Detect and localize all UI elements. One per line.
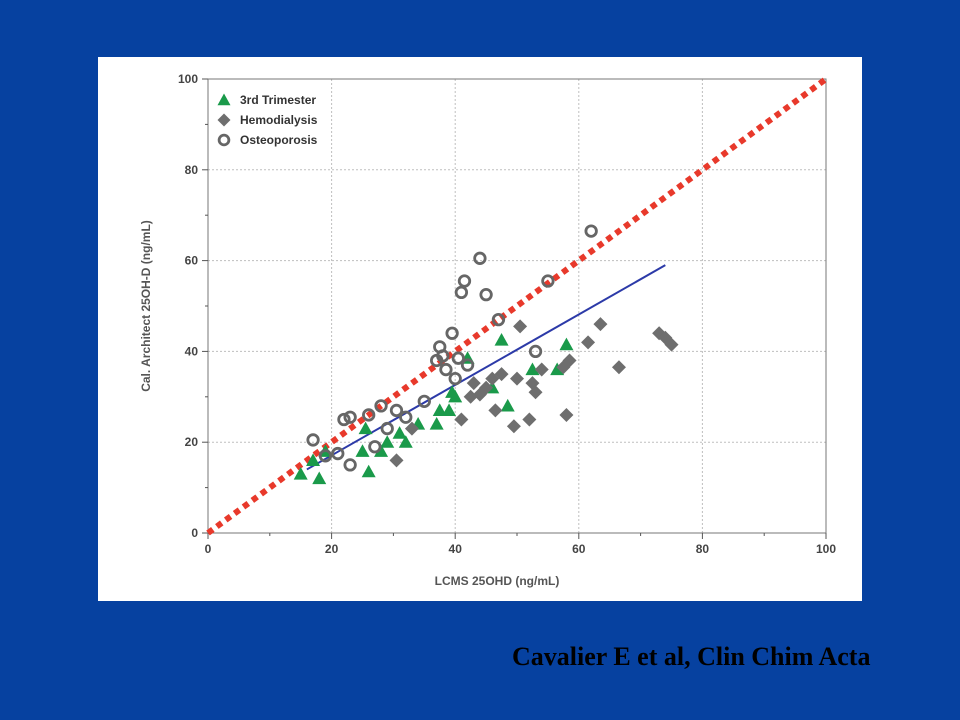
3rd-trimester-point <box>361 464 376 478</box>
legend-marker-hemodialysis <box>217 113 231 127</box>
3rd-trimester-point <box>429 417 444 430</box>
osteoporosis-point <box>389 403 404 418</box>
y-tick-label: 60 <box>185 254 199 268</box>
hemodialysis-point <box>528 385 543 400</box>
osteoporosis-point <box>331 446 345 461</box>
osteoporosis-point <box>439 362 453 377</box>
osteoporosis-point <box>306 433 320 447</box>
osteoporosis-point <box>445 326 459 340</box>
osteoporosis-point <box>362 408 376 422</box>
osteoporosis-point <box>318 449 333 463</box>
hemodialysis-point <box>454 412 469 427</box>
legend-label-osteoporosis: Osteoporosis <box>240 133 318 147</box>
y-tick-label: 20 <box>185 435 199 449</box>
3rd-trimester-point <box>559 337 574 351</box>
3rd-trimester-point <box>355 444 370 457</box>
hemodialysis-point <box>593 317 608 332</box>
3rd-trimester-point <box>550 362 565 376</box>
osteoporosis-point <box>454 285 469 300</box>
legend-marker-osteoporosis <box>217 133 231 147</box>
x-axis-label: LCMS 25OHD (ng/mL) <box>435 574 560 588</box>
scatter-figure: 0 20 40 60 80 100 0 20 40 60 80 100 LCMS 25OHD (ng/m… <box>98 57 862 601</box>
scatter-chart: 0 20 40 60 80 100 0 20 40 60 80 100 LCMS 25OHD (ng/m… <box>139 72 836 588</box>
legend-label-3rd-trimester: 3rd Trimester <box>240 93 316 107</box>
osteoporosis-point <box>436 349 450 363</box>
hemodialysis-point <box>611 360 626 375</box>
x-tick-label: 60 <box>572 542 586 556</box>
y-tick-label: 0 <box>191 526 198 540</box>
osteoporosis-point <box>541 274 555 288</box>
hemodialysis-point <box>510 371 524 386</box>
hemodialysis-point <box>522 412 537 427</box>
3rd-trimester-point <box>525 362 540 376</box>
osteoporosis-point <box>451 351 465 365</box>
3rd-trimester-point <box>306 453 321 466</box>
osteoporosis-point <box>337 412 351 427</box>
hemodialysis-point <box>488 403 503 418</box>
legend-label-hemodialysis: Hemodialysis <box>240 113 318 127</box>
hemodialysis-point <box>581 335 596 350</box>
hemodialysis-point <box>559 407 574 422</box>
osteoporosis-point <box>473 251 487 265</box>
3rd-trimester-point <box>312 471 327 485</box>
3rd-trimester-point <box>293 466 308 480</box>
3rd-trimester-point <box>392 426 407 439</box>
osteoporosis-point <box>380 421 394 436</box>
hemodialysis-point <box>664 337 679 352</box>
osteoporosis-point <box>343 410 357 424</box>
osteoporosis-point <box>417 394 431 408</box>
hemodialysis-point <box>466 376 481 391</box>
3rd-trimester-point <box>448 389 463 403</box>
3rd-trimester-point <box>380 435 395 448</box>
osteoporosis-point <box>460 358 475 372</box>
hemodialysis-point <box>506 419 521 434</box>
osteoporosis-point <box>368 440 382 454</box>
x-tick-label: 80 <box>696 542 710 556</box>
y-axis-label: Cal. Architect 25OH-D (ng/mL) <box>139 220 153 392</box>
hemodialysis-point <box>534 362 549 377</box>
hemodialysis-point <box>463 389 478 404</box>
3rd-trimester-point <box>358 421 373 435</box>
x-tick-label: 0 <box>205 542 212 556</box>
x-tick-label: 100 <box>816 542 836 556</box>
osteoporosis-point <box>491 312 506 327</box>
3rd-trimester-point <box>432 403 447 417</box>
identity-line <box>206 76 828 536</box>
regression-line <box>306 264 666 471</box>
legend-marker-3rd-trimester <box>217 93 231 106</box>
hemodialysis-point <box>562 353 577 368</box>
osteoporosis-point <box>374 399 388 413</box>
osteoporosis-point <box>584 224 598 238</box>
hemodialysis-point <box>494 367 509 382</box>
x-tick-label: 40 <box>449 542 463 556</box>
3rd-trimester-point <box>500 398 515 412</box>
3rd-trimester-point <box>442 403 457 417</box>
y-tick-label: 100 <box>178 72 198 86</box>
x-tick-label: 20 <box>325 542 339 556</box>
hemodialysis-point <box>479 380 494 395</box>
hemodialysis-point <box>389 453 404 468</box>
osteoporosis-point <box>457 274 472 288</box>
3rd-trimester-point <box>494 333 509 346</box>
citation-text: Cavalier E et al, Clin Chim Acta <box>512 642 871 671</box>
osteoporosis-point <box>528 344 543 359</box>
osteoporosis-point <box>479 287 493 302</box>
y-tick-label: 80 <box>185 163 199 177</box>
osteoporosis-point <box>448 371 462 386</box>
hemodialysis-point <box>513 319 528 334</box>
3rd-trimester-point <box>398 435 413 448</box>
osteoporosis-point <box>343 458 357 472</box>
osteoporosis-point <box>399 410 413 424</box>
3rd-trimester-point <box>374 444 389 457</box>
y-tick-label: 40 <box>185 344 199 358</box>
hemodialysis-point <box>404 421 419 436</box>
